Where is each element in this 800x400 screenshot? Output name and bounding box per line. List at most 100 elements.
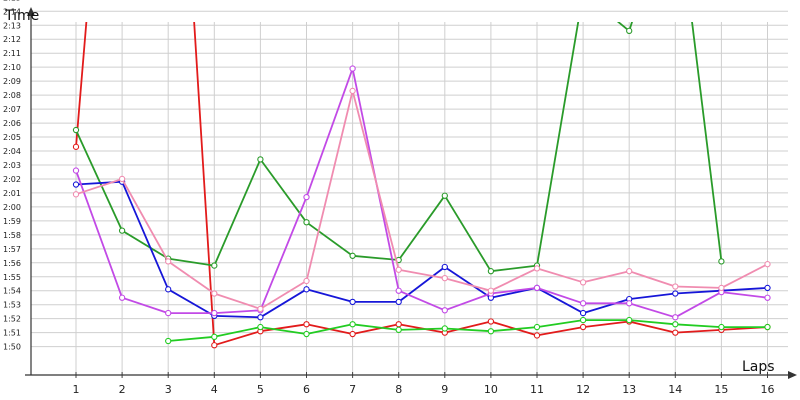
data-point — [441, 275, 448, 282]
y-axis-title: Time — [4, 8, 39, 24]
data-point — [487, 328, 495, 335]
data-point — [72, 181, 80, 188]
data-point — [672, 283, 679, 290]
data-point — [349, 252, 356, 259]
data-point — [718, 284, 725, 292]
series-layer — [72, 22, 771, 349]
x-tick-label: 2 — [119, 383, 126, 396]
data-point — [257, 305, 264, 313]
data-point — [626, 300, 633, 307]
y-tick-label: 2:05 — [3, 133, 21, 142]
y-tick-label: 2:12 — [3, 35, 21, 44]
data-point — [118, 175, 126, 183]
x-tick-label: 12 — [576, 383, 590, 396]
y-tick-label: 2:08 — [3, 91, 21, 100]
series-line — [75, 22, 768, 347]
x-tick-label: 4 — [211, 383, 218, 396]
data-point — [533, 284, 541, 292]
data-point — [764, 284, 771, 292]
data-point — [165, 309, 172, 317]
x-tick-label: 11 — [530, 383, 544, 396]
x-tick-label: 15 — [714, 383, 728, 396]
y-tick-label: 1:55 — [3, 273, 21, 282]
data-point — [303, 277, 310, 285]
data-point — [349, 321, 356, 328]
y-tick-label: 2:00 — [3, 203, 21, 212]
series-4 — [165, 316, 771, 345]
data-point — [441, 263, 448, 271]
data-point — [72, 167, 80, 174]
data-point — [395, 287, 402, 294]
data-point — [441, 325, 448, 332]
data-point — [349, 87, 356, 95]
y-tick-label: 2:03 — [3, 161, 21, 170]
data-point — [579, 279, 587, 286]
series-line — [75, 90, 768, 310]
series-6 — [72, 65, 771, 321]
data-point — [395, 298, 402, 306]
data-point — [303, 286, 310, 293]
series-7 — [72, 87, 771, 313]
y-tick-labels: 1:50 1:51 1:52 1:53 1:54 1:55 1:56 1:57 1:58 1:59… — [3, 0, 21, 352]
x-axis-title: Laps — [742, 359, 775, 375]
y-axis-arrow — [27, 7, 35, 16]
y-tick-label: 2:09 — [3, 77, 21, 86]
data-point — [533, 323, 541, 331]
y-tick-label: 2:14 — [3, 7, 21, 16]
data-point — [487, 287, 495, 294]
data-point — [72, 191, 80, 198]
y-tick-label: 2:01 — [3, 189, 21, 198]
axes — [25, 7, 797, 379]
x-tick-label: 6 — [303, 383, 310, 396]
grid-horizontal — [31, 10, 788, 348]
data-point — [579, 316, 587, 324]
data-point — [72, 126, 80, 134]
y-tick-label: 1:56 — [3, 259, 21, 268]
y-tick-label: 1:50 — [3, 343, 21, 352]
data-point — [72, 143, 80, 150]
data-point — [764, 294, 771, 301]
data-point — [165, 258, 172, 265]
y-tick-label: 1:57 — [3, 245, 21, 254]
data-point — [626, 268, 633, 275]
data-point — [211, 333, 218, 340]
data-point — [395, 321, 402, 328]
data-point — [672, 329, 679, 336]
x-tick-labels: 1 2 3 4 5 6 7 8 9 10 11 12 13 14 15 16 — [73, 383, 775, 396]
data-point — [441, 192, 448, 199]
data-point — [626, 27, 633, 35]
data-point — [487, 318, 495, 325]
data-point — [672, 290, 679, 297]
y-tick-label: 1:54 — [3, 287, 21, 296]
x-tick-label: 5 — [257, 383, 264, 396]
y-tick-label: 2:11 — [3, 49, 21, 58]
y-tick-label: 2:02 — [3, 175, 21, 184]
x-tick-label: 1 — [73, 383, 80, 396]
data-point — [533, 265, 541, 272]
y-tick-label: 2:06 — [3, 119, 21, 128]
x-tick-label: 8 — [395, 383, 402, 396]
data-point — [579, 300, 587, 307]
data-point — [165, 286, 172, 293]
data-point — [533, 332, 541, 339]
data-point — [395, 326, 402, 334]
data-point — [764, 261, 771, 268]
data-point — [211, 262, 218, 269]
series-line — [75, 67, 768, 319]
y-tick-label: 1:52 — [3, 315, 21, 324]
data-point — [579, 309, 587, 317]
series-line — [75, 180, 768, 319]
data-point — [579, 323, 587, 331]
y-tick-label: 1:59 — [3, 217, 21, 226]
y-tick-label: 1:51 — [3, 329, 21, 338]
data-point — [211, 309, 218, 317]
data-point — [303, 321, 310, 328]
data-point — [303, 193, 310, 201]
y-tick-label: 1:58 — [3, 231, 21, 240]
data-point — [718, 258, 725, 265]
series-line — [75, 22, 633, 273]
data-point — [672, 314, 679, 321]
x-tick-label: 14 — [668, 383, 682, 396]
y-tick-label: 2:13 — [3, 21, 21, 30]
